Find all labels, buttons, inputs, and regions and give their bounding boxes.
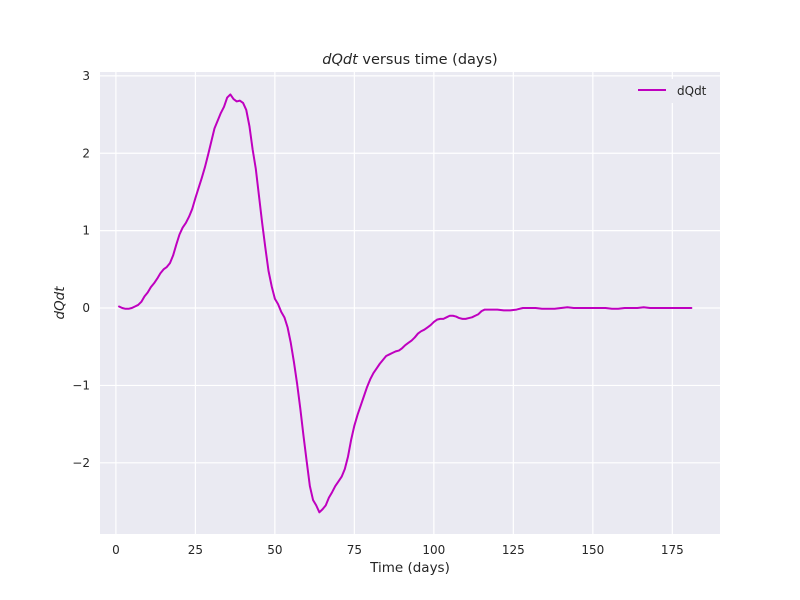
y-grid (100, 75, 720, 464)
y-tick-label: 3 (82, 69, 90, 83)
x-tick-labels: 0 25 50 75 100 125 150 175 (112, 543, 684, 557)
plot-area (100, 72, 720, 534)
legend: dQdt (629, 79, 714, 103)
y-axis-label: dQdt (52, 286, 68, 320)
x-tick-label: 100 (422, 543, 445, 557)
y-tick-label: −2 (72, 456, 90, 470)
x-tick-label: 175 (661, 543, 684, 557)
y-tick-labels: −2 −1 0 1 2 3 (72, 69, 90, 470)
y-tick-label: −1 (72, 378, 90, 392)
x-tick-label: 50 (267, 543, 282, 557)
chart-title-math: dQdt (322, 52, 359, 68)
series-layer (118, 93, 693, 514)
chart-title-text: versus time (days) (358, 52, 498, 68)
y-tick-label: 2 (82, 146, 90, 160)
x-tick-label: 125 (502, 543, 525, 557)
x-tick-label: 75 (347, 543, 362, 557)
y-tick-label: 0 (82, 301, 90, 315)
x-grid (115, 72, 673, 534)
x-tick-label: 0 (112, 543, 120, 557)
x-tick-label: 25 (188, 543, 203, 557)
chart-title: dQdt versus time (days) (322, 52, 497, 68)
series-line-dqdt (118, 93, 693, 514)
x-axis-label: Time (days) (369, 560, 450, 576)
legend-label-dqdt: dQdt (677, 84, 707, 98)
x-tick-label: 150 (581, 543, 604, 557)
y-tick-label: 1 (82, 224, 90, 238)
